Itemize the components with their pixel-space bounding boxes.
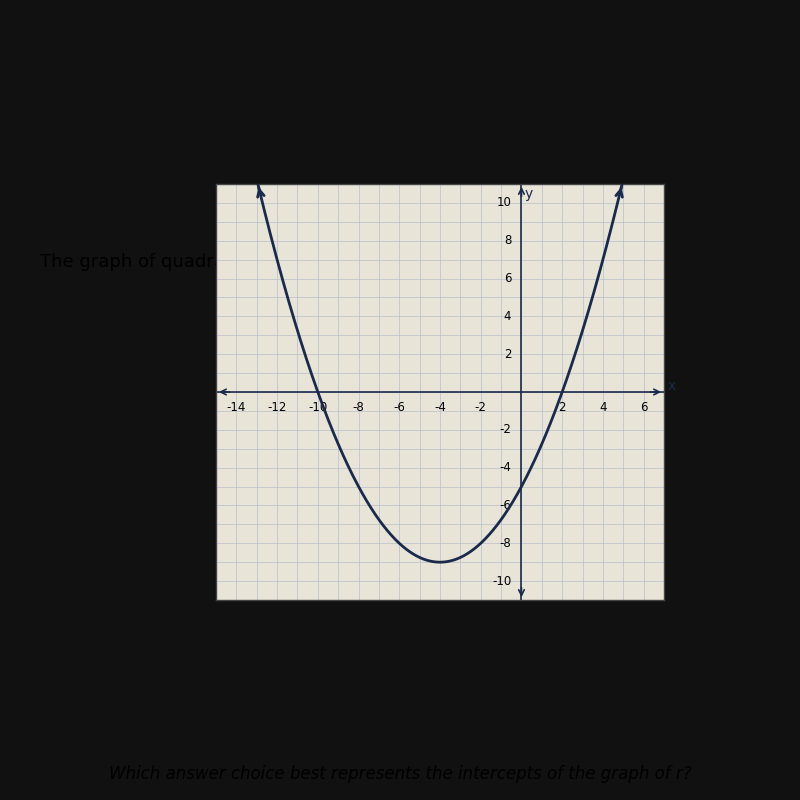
Text: 6: 6 xyxy=(640,402,647,414)
Text: -4: -4 xyxy=(499,461,511,474)
Text: -6: -6 xyxy=(499,499,511,512)
Text: -8: -8 xyxy=(499,537,511,550)
Text: 2: 2 xyxy=(504,348,511,361)
Text: -14: -14 xyxy=(226,402,246,414)
Text: -2: -2 xyxy=(499,423,511,436)
Text: 2: 2 xyxy=(558,402,566,414)
Text: x: x xyxy=(668,379,676,394)
Text: -8: -8 xyxy=(353,402,365,414)
Text: -2: -2 xyxy=(474,402,486,414)
Text: -10: -10 xyxy=(492,574,511,587)
Text: The graph of quadratic function r is shown on the grid.: The graph of quadratic function r is sho… xyxy=(40,253,534,270)
Text: 4: 4 xyxy=(504,310,511,323)
Text: y: y xyxy=(525,187,533,201)
Text: 10: 10 xyxy=(496,197,511,210)
Text: 8: 8 xyxy=(504,234,511,247)
Text: Which answer choice best represents the intercepts of the graph of r?: Which answer choice best represents the … xyxy=(109,765,691,782)
Text: -12: -12 xyxy=(267,402,286,414)
Text: -6: -6 xyxy=(394,402,406,414)
Text: 4: 4 xyxy=(599,402,606,414)
Text: 6: 6 xyxy=(504,272,511,285)
Text: -4: -4 xyxy=(434,402,446,414)
Text: -10: -10 xyxy=(308,402,327,414)
